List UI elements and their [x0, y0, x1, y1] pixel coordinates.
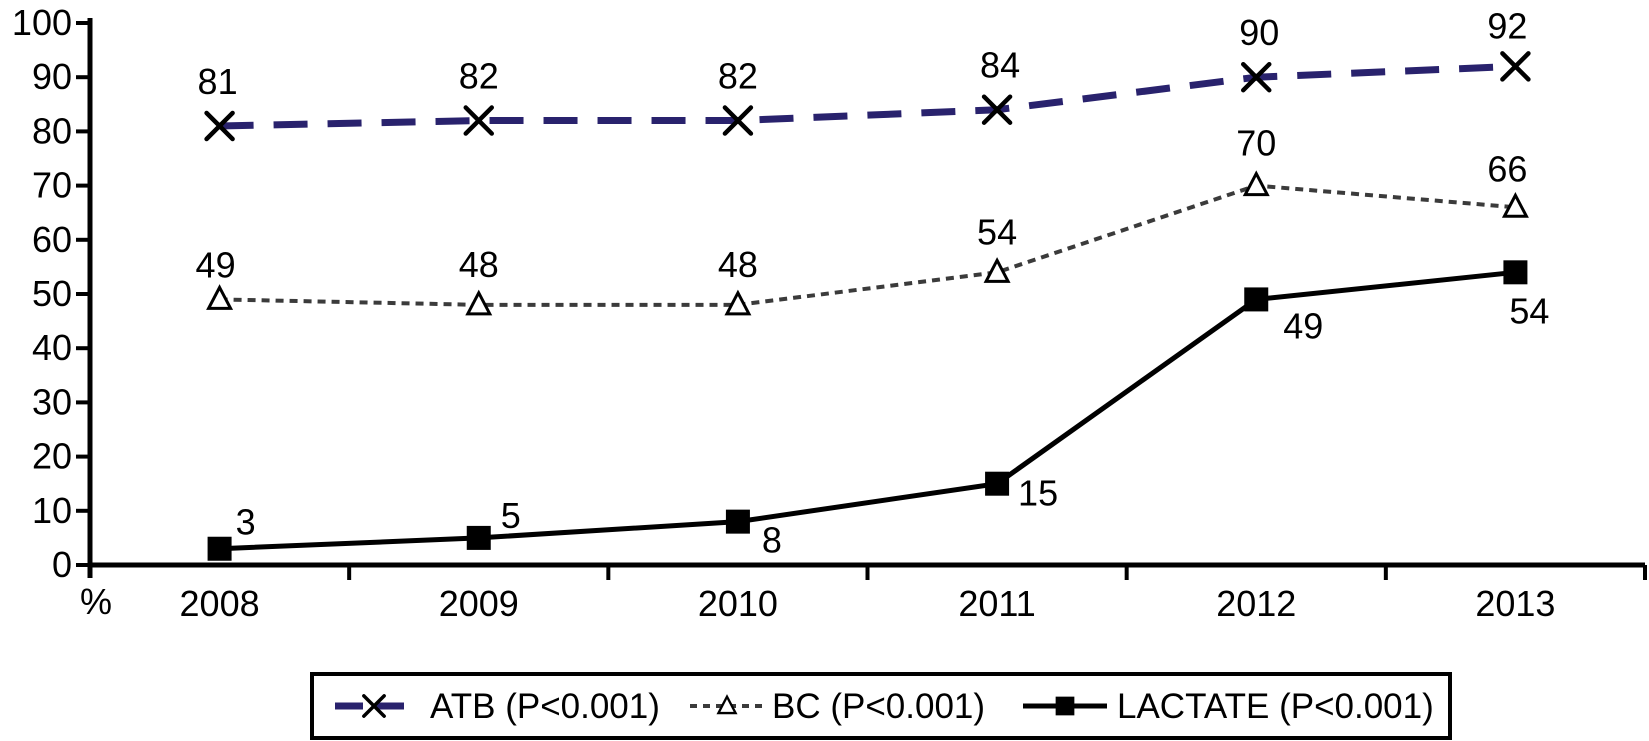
bc-point-label: 49	[196, 244, 236, 285]
x-tick-label: 2008	[180, 583, 260, 624]
atb-point-label: 92	[1487, 5, 1527, 46]
square-marker	[207, 536, 232, 561]
x-cross-marker	[362, 694, 386, 718]
x-cross-marker	[1241, 61, 1272, 93]
square-marker	[985, 471, 1010, 496]
bc-point-label: 48	[459, 244, 499, 285]
x-tick-label: 2011	[958, 583, 1035, 624]
x-tick-label: 2010	[698, 583, 778, 624]
y-tick-label: 80	[32, 110, 72, 151]
lactate-point-label: 15	[1018, 473, 1058, 514]
x-tick-label: 2012	[1216, 583, 1296, 624]
triangle-marker	[716, 694, 738, 715]
y-tick-label: 10	[32, 490, 72, 531]
lactate-point-label: 54	[1509, 290, 1549, 331]
triangle-marker	[206, 284, 234, 310]
square-marker	[466, 525, 491, 550]
lactate-point-label: 5	[501, 495, 521, 536]
x-cross-marker	[722, 105, 754, 136]
lactate-point-label: 49	[1283, 305, 1323, 346]
atb-point-label: 84	[980, 45, 1020, 86]
legend-label-bc: BC (P<0.001)	[772, 687, 985, 726]
atb-point-label: 82	[459, 56, 499, 97]
y-tick-label: 70	[32, 165, 72, 206]
square-marker	[725, 509, 750, 534]
legend-box	[310, 672, 1452, 740]
lactate-point-label: 3	[236, 502, 256, 543]
triangle-marker	[1501, 192, 1529, 218]
triangle-marker	[983, 257, 1011, 283]
y-tick-label: 50	[32, 273, 72, 314]
triangle-marker	[465, 289, 493, 316]
atb-point-label: 82	[718, 56, 758, 97]
y-tick-label: 20	[32, 436, 72, 477]
series-line-bc	[219, 183, 1516, 307]
x-tick-label: 2013	[1475, 583, 1555, 624]
atb-point-label: 81	[198, 61, 238, 102]
triangle-marker	[1242, 170, 1270, 197]
triangle-marker	[724, 289, 752, 316]
x-cross-marker	[981, 94, 1013, 125]
series-line-lactate	[219, 269, 1516, 552]
legend-label-lactate: LACTATE (P<0.001)	[1117, 687, 1434, 726]
y-tick-label: 60	[32, 219, 72, 260]
lactate-point-label: 8	[762, 520, 782, 561]
series-line-atb	[219, 62, 1516, 130]
bc-point-label: 70	[1236, 123, 1276, 164]
square-marker	[1503, 260, 1528, 285]
y-tick-label: 90	[32, 56, 72, 97]
y-tick-label: 100	[12, 2, 72, 43]
y-axis-unit-label: %	[80, 581, 112, 622]
square-marker	[1055, 696, 1075, 716]
x-cross-marker	[204, 110, 235, 142]
x-cross-marker	[463, 105, 494, 136]
atb-point-label: 90	[1239, 12, 1279, 53]
bc-point-label: 66	[1487, 148, 1527, 189]
y-tick-label: 30	[32, 381, 72, 422]
legend-label-atb: ATB (P<0.001)	[430, 687, 660, 726]
x-cross-marker	[1500, 51, 1531, 82]
y-tick-label: 40	[32, 327, 72, 368]
square-marker	[1244, 287, 1269, 312]
bc-point-label: 54	[977, 211, 1017, 252]
x-tick-label: 2009	[439, 583, 519, 624]
y-tick-label: 0	[52, 544, 72, 585]
bc-point-label: 48	[718, 244, 758, 285]
